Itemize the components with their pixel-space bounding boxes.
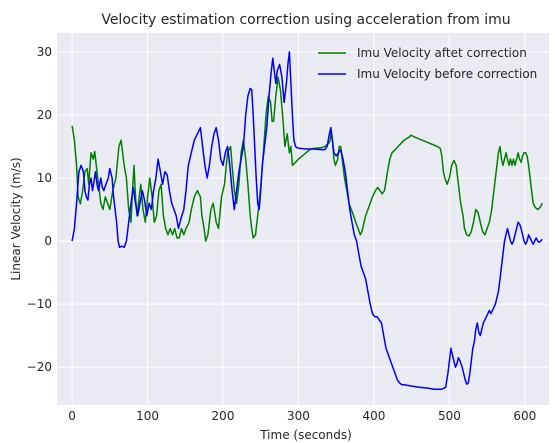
y-tick-label: −10 — [27, 297, 52, 311]
y-ticks: −20 −10 0 10 20 30 — [27, 45, 52, 374]
x-tick-label: 400 — [362, 409, 385, 423]
x-tick-label: 0 — [68, 409, 76, 423]
y-tick-label: −20 — [27, 360, 52, 374]
plot-background — [57, 33, 549, 405]
y-tick-label: 20 — [37, 108, 52, 122]
x-tick-label: 200 — [212, 409, 235, 423]
legend-label-2: Imu Velocity before correction — [357, 67, 537, 81]
x-tick-label: 500 — [438, 409, 461, 423]
x-tick-label: 300 — [287, 409, 310, 423]
x-tick-label: 600 — [513, 409, 536, 423]
y-axis-label: Linear Velocity (m/s) — [9, 157, 23, 280]
x-tick-label: 100 — [136, 409, 159, 423]
y-tick-label: 0 — [44, 234, 52, 248]
legend: Imu Velocity aftet correction Imu Velocit… — [318, 46, 537, 81]
x-axis-label: Time (seconds) — [259, 428, 352, 442]
y-tick-label: 10 — [37, 171, 52, 185]
series-line-2 — [71, 51, 543, 390]
y-tick-label: 30 — [37, 45, 52, 59]
x-ticks: 0 100 200 300 400 500 600 — [68, 409, 536, 423]
chart-title: Velocity estimation correction using acc… — [101, 12, 510, 28]
grid — [57, 33, 549, 405]
series-line-1 — [71, 76, 543, 242]
legend-label-1: Imu Velocity aftet correction — [357, 46, 527, 60]
series-layer — [71, 51, 543, 390]
